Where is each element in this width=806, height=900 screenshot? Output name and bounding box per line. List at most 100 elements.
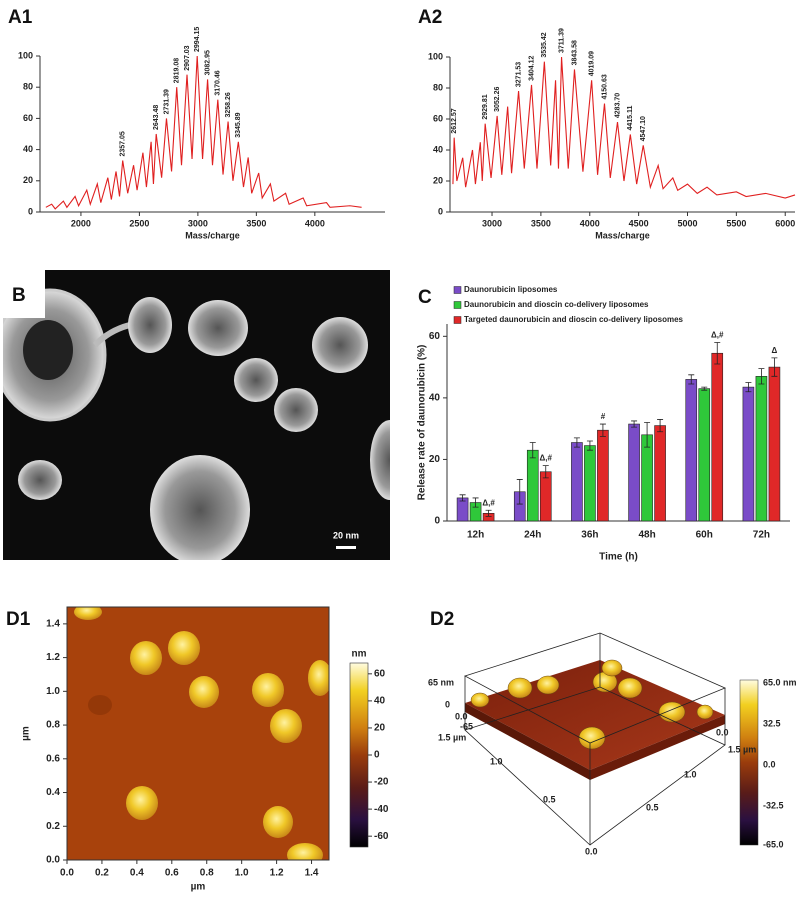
x-tick-label: 3500 (531, 218, 551, 228)
colorbar-label: -32.5 (763, 800, 784, 810)
peak-label: 2907.03 (184, 45, 191, 70)
error-bar (459, 494, 466, 502)
error-bar (771, 357, 778, 377)
colorbar-title: nm (352, 649, 367, 660)
panel-label: D1 (6, 609, 31, 630)
panel-label: B (12, 285, 26, 306)
plot-frame (66, 606, 330, 861)
x-tick-label: 2500 (129, 218, 149, 228)
x-tick-label: 0.0 (60, 868, 74, 879)
peak-label: 2643.48 (153, 105, 160, 130)
error-bar (644, 422, 651, 448)
y-axis-label: µm (21, 726, 32, 741)
x-tick-label: 0.8 (200, 868, 214, 879)
peak-label: 3711.39 (558, 28, 565, 53)
error-bar (714, 342, 721, 365)
x-tick-label: 0.6 (165, 868, 179, 879)
colorbar-tick-label: -60 (374, 831, 389, 842)
tem-image (3, 270, 390, 560)
x-tick-label: 72h (753, 530, 770, 541)
peak-label: 2994.15 (194, 27, 201, 52)
legend-label: Daunorubicin liposomes (464, 285, 558, 294)
peak-label: 3258.26 (225, 92, 232, 117)
y-tick-label: 60 (429, 331, 441, 342)
y-tick-label: 0.2 (46, 821, 60, 832)
peak-label: 2357.05 (120, 131, 127, 156)
z-axis-label: 0 (445, 699, 450, 709)
significance-label: Δ (772, 346, 778, 355)
peak-label: 2612.57 (451, 108, 458, 133)
x-axis-label: Mass/charge (595, 230, 650, 240)
y-tick-label: 1.0 (46, 686, 60, 697)
legend-label: Targeted daunorubicin and dioscin co-del… (464, 315, 684, 324)
y-tick-label: 1.2 (46, 652, 60, 663)
colorbar-label: 0.0 (763, 759, 776, 769)
axis-label: 1.5 µm (728, 744, 756, 754)
y-tick-label: 0.0 (46, 855, 60, 866)
axis-label: 0.5 (543, 794, 556, 804)
significance-label: Δ,# (482, 498, 495, 507)
axis-label: 1.5 µm (438, 732, 466, 742)
bar (654, 425, 666, 522)
peak-label: 4547.10 (640, 116, 647, 141)
peak-label: 2929.81 (482, 94, 489, 119)
x-axis-label: Mass/charge (185, 230, 240, 240)
peak-label: 4150.63 (601, 74, 608, 99)
y-tick-label: 100 (428, 51, 443, 61)
y-tick-label: 20 (429, 454, 441, 465)
panel-label: D2 (430, 609, 454, 630)
colorbar-tick-label: 0 (374, 750, 380, 761)
x-tick-label: 24h (524, 530, 541, 541)
significance-label: Δ,# (540, 454, 553, 463)
x-tick-label: 4500 (629, 218, 649, 228)
error-bar (472, 497, 479, 508)
y-tick-label: 60 (433, 113, 443, 123)
colorbar-tick-label: 20 (374, 723, 386, 734)
panel-label: A1 (8, 7, 33, 28)
x-axis-label: µm (191, 882, 206, 893)
colorbar-tick-label: 40 (374, 696, 386, 707)
significance-label: Δ,# (711, 331, 724, 340)
x-tick-label: 5000 (677, 218, 697, 228)
error-bar (485, 509, 492, 517)
scale-bar (336, 546, 356, 549)
y-tick-label: 0 (28, 206, 33, 216)
y-tick-label: 60 (23, 113, 33, 123)
bar (641, 434, 653, 522)
x-tick-label: 6000 (775, 218, 795, 228)
x-tick-label: 3000 (188, 218, 208, 228)
axis-label: 1.0 (684, 769, 697, 779)
axis-label: 0.0 (716, 727, 729, 737)
panel-label: C (418, 287, 432, 308)
error-bar (758, 368, 765, 385)
x-tick-label: 4000 (305, 218, 325, 228)
y-tick-label: 0 (438, 206, 443, 216)
peak-label: 3535.42 (541, 32, 548, 57)
x-tick-label: 1.2 (270, 868, 284, 879)
y-axis-label: Release rate of daunorubicin (%) (417, 345, 428, 501)
y-tick-label: 0.6 (46, 753, 60, 764)
bar (571, 442, 583, 522)
error-bar (688, 374, 695, 385)
peak-label: 3082.95 (204, 50, 211, 75)
x-tick-label: 48h (638, 530, 655, 541)
peak-label: 4019.09 (588, 51, 595, 76)
scale-bar-label: 20 nm (333, 530, 359, 540)
peak-label: 2819.08 (174, 58, 181, 83)
y-tick-label: 1.4 (46, 619, 60, 630)
bar (698, 388, 711, 522)
peak-label: 3052.26 (494, 86, 501, 111)
x-tick-label: 4000 (580, 218, 600, 228)
y-tick-label: 20 (433, 175, 443, 185)
y-tick-label: 0.4 (46, 787, 60, 798)
peak-label: 3404.12 (528, 55, 535, 80)
panel-label: A2 (418, 7, 442, 28)
x-tick-label: 3500 (246, 218, 266, 228)
bar (597, 429, 609, 522)
x-tick-label: 12h (467, 530, 484, 541)
colorbar-label: -65.0 (763, 839, 784, 849)
y-tick-label: 0 (434, 516, 440, 527)
colorbar-tick-label: -40 (374, 804, 389, 815)
